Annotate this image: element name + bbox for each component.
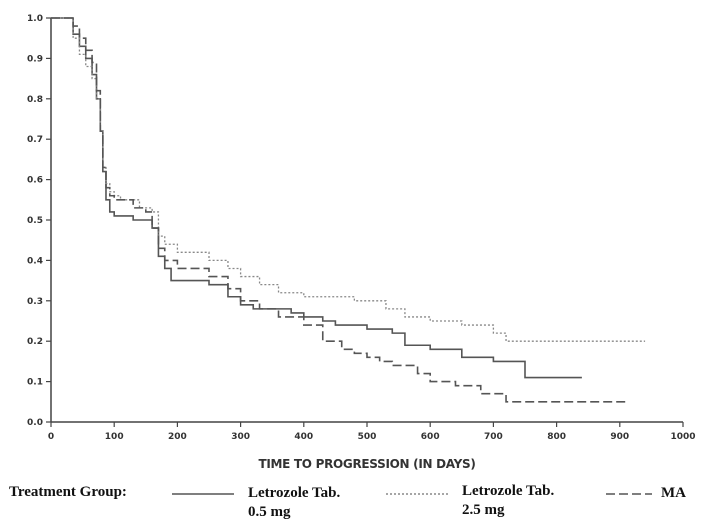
x-tick-label: 0 xyxy=(48,432,54,442)
legend-title: Treatment Group: xyxy=(9,484,127,500)
legend-swatch-ma xyxy=(606,493,652,495)
y-tick-label: 0.8 xyxy=(27,95,43,105)
y-tick-label: 0.0 xyxy=(27,418,43,428)
x-tick-label: 900 xyxy=(610,432,629,442)
x-tick-label: 100 xyxy=(105,432,124,442)
legend-label-line: 0.5 mg xyxy=(248,504,291,520)
x-tick-label: 400 xyxy=(294,432,313,442)
legend: Treatment Group: Letrozole Tab. 0.5 mg L… xyxy=(0,478,709,523)
y-ticks: 0.0 0.1 0.2 0.3 0.4 0.5 0.6 0.7 0.8 0.9 1.0 xyxy=(27,14,51,428)
legend-swatch-letrozole-05 xyxy=(172,493,234,495)
y-tick-label: 1.0 xyxy=(27,14,43,24)
legend-swatch-letrozole-25 xyxy=(386,493,448,495)
legend-label-ma: MA xyxy=(661,484,686,503)
y-tick-label: 0.5 xyxy=(27,216,43,226)
x-ticks: 0 100 200 300 400 500 600 700 800 900 1000 xyxy=(48,422,696,442)
x-axis-label: TIME TO PROGRESSION (IN DAYS) xyxy=(258,457,475,471)
x-tick-label: 600 xyxy=(421,432,440,442)
y-tick-label: 0.1 xyxy=(27,378,43,388)
series-line-2 xyxy=(51,17,627,403)
y-tick-label: 0.7 xyxy=(27,135,43,145)
legend-label-letrozole-05: Letrozole Tab. 0.5 mg xyxy=(248,484,340,522)
series-line-0 xyxy=(51,17,582,379)
legend-label-line: Letrozole Tab. xyxy=(462,483,555,499)
legend-label-letrozole-25: Letrozole Tab. 2.5 mg xyxy=(462,482,554,520)
legend-label-line: MA xyxy=(661,485,686,501)
legend-label-line: Letrozole Tab. xyxy=(248,485,341,501)
x-tick-label: 700 xyxy=(484,432,503,442)
x-tick-label: 200 xyxy=(168,432,187,442)
x-tick-label: 500 xyxy=(358,432,377,442)
x-tick-label: 800 xyxy=(547,432,566,442)
y-tick-label: 0.4 xyxy=(27,256,43,266)
y-tick-label: 0.9 xyxy=(27,54,43,64)
series-lines xyxy=(51,17,646,403)
y-tick-label: 0.3 xyxy=(27,297,43,307)
x-tick-label: 300 xyxy=(231,432,250,442)
series-line-1 xyxy=(51,17,646,342)
y-tick-label: 0.6 xyxy=(27,176,43,186)
y-tick-label: 0.2 xyxy=(27,337,43,347)
legend-label-line: 2.5 mg xyxy=(462,502,505,518)
x-tick-label: 1000 xyxy=(670,432,695,442)
